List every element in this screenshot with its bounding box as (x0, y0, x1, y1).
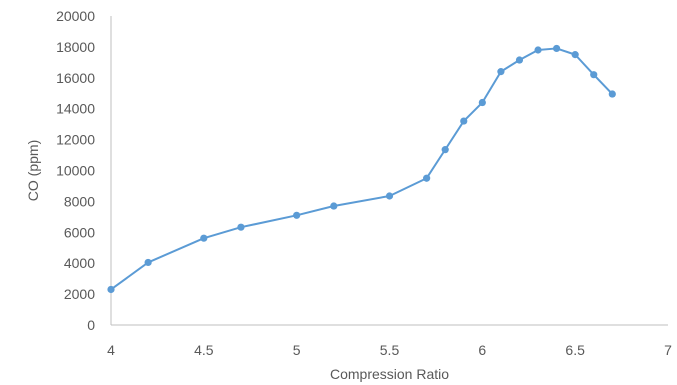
data-point (571, 51, 579, 59)
series-line (110, 47, 614, 291)
x-tick-label: 4.5 (194, 342, 214, 358)
data-point (385, 192, 394, 200)
x-tick-label: 4 (107, 342, 115, 358)
tick-labels: 0 2000 4000 6000 8000 10000 12000 14000 16000 180… (56, 8, 672, 358)
x-tick-label: 7 (664, 342, 672, 358)
data-point (478, 98, 486, 107)
axes (110, 16, 668, 326)
data-point (515, 56, 524, 64)
data-point (608, 90, 616, 98)
y-tick-label: 18000 (56, 39, 95, 55)
x-tick-label: 5.5 (380, 342, 400, 358)
data-point (423, 174, 431, 182)
x-tick-label: 5 (293, 342, 301, 358)
data-point (441, 146, 449, 154)
data-point (200, 234, 208, 242)
data-point (460, 117, 468, 125)
y-tick-label: 2000 (64, 286, 95, 302)
data-point (330, 202, 338, 210)
y-tick-label: 14000 (56, 101, 95, 117)
y-tick-label: 6000 (64, 224, 95, 240)
data-point (237, 223, 245, 231)
x-tick-label: 6 (478, 342, 486, 358)
data-point (144, 258, 152, 267)
data-point (497, 68, 505, 76)
data-point (590, 71, 598, 79)
y-tick-label: 0 (87, 317, 95, 333)
data-point (107, 285, 115, 294)
y-axis-title: CO (ppm) (25, 140, 41, 201)
y-tick-label: 8000 (64, 193, 95, 209)
y-tick-label: 4000 (64, 255, 95, 271)
data-point (293, 211, 301, 219)
x-axis-title: Compression Ratio (330, 366, 449, 382)
x-tick-label: 6.5 (565, 342, 585, 358)
series-layer (107, 44, 616, 294)
y-tick-label: 20000 (56, 8, 95, 24)
y-tick-label: 16000 (56, 70, 95, 86)
y-tick-label: 10000 (56, 163, 95, 179)
data-point (553, 44, 561, 53)
data-point (534, 46, 542, 54)
y-tick-label: 12000 (56, 132, 95, 148)
